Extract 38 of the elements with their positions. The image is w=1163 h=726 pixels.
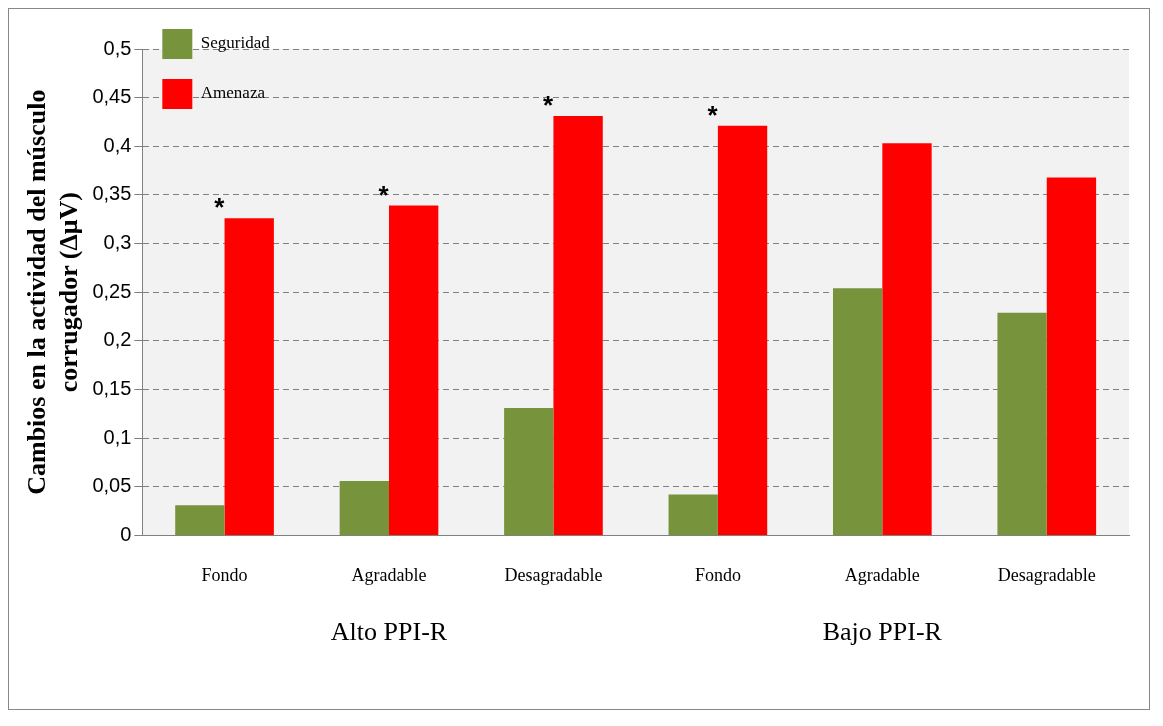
x-tick-label: Fondo — [201, 564, 248, 585]
bar — [882, 143, 932, 535]
bar — [1046, 177, 1097, 535]
x-tick-label: Desagradable — [997, 564, 1096, 585]
x-tick-label: Agradable — [351, 564, 427, 585]
data-label: * — [543, 90, 555, 121]
y-tick-label: 0 — [120, 522, 132, 545]
bar — [553, 116, 603, 535]
y-tick-label: 0,15 — [92, 377, 132, 399]
bar — [668, 494, 718, 535]
y-tick-label: 0,5 — [103, 36, 132, 59]
y-tick-label: 0,3 — [103, 231, 132, 254]
data-label: * — [214, 192, 226, 223]
text: Alto PPI-R — [330, 617, 448, 647]
y-tick-label: 0,05 — [92, 474, 132, 497]
bar — [717, 125, 768, 535]
y-tick-label: 0,4 — [103, 133, 132, 156]
data-label: * — [707, 99, 719, 130]
y-tick-label: 0,45 — [92, 85, 132, 108]
y-tick-label: 0,25 — [92, 279, 132, 302]
x-tick-label: Desagradable — [504, 564, 603, 585]
bar — [388, 205, 439, 535]
y-tick-label: 0,1 — [103, 425, 132, 448]
bar — [833, 288, 883, 535]
legend-label: Amenaza — [200, 83, 266, 103]
bar — [224, 218, 274, 535]
y-axis-title: Cambios en la actividad del músculo corrugador (ΔμV) — [22, 89, 83, 495]
y-tick-label: 0,2 — [103, 328, 132, 351]
data-label: * — [378, 179, 390, 210]
bar — [339, 480, 389, 535]
y-tick-label: 0,35 — [92, 182, 132, 205]
bar — [175, 505, 225, 535]
bar — [504, 407, 554, 535]
text: Bajo PPI-R — [822, 617, 943, 647]
bar — [997, 312, 1047, 535]
legend-label: Seguridad — [200, 33, 271, 53]
x-tick-label: Fondo — [694, 564, 741, 585]
x-tick-label: Agradable — [844, 564, 920, 585]
